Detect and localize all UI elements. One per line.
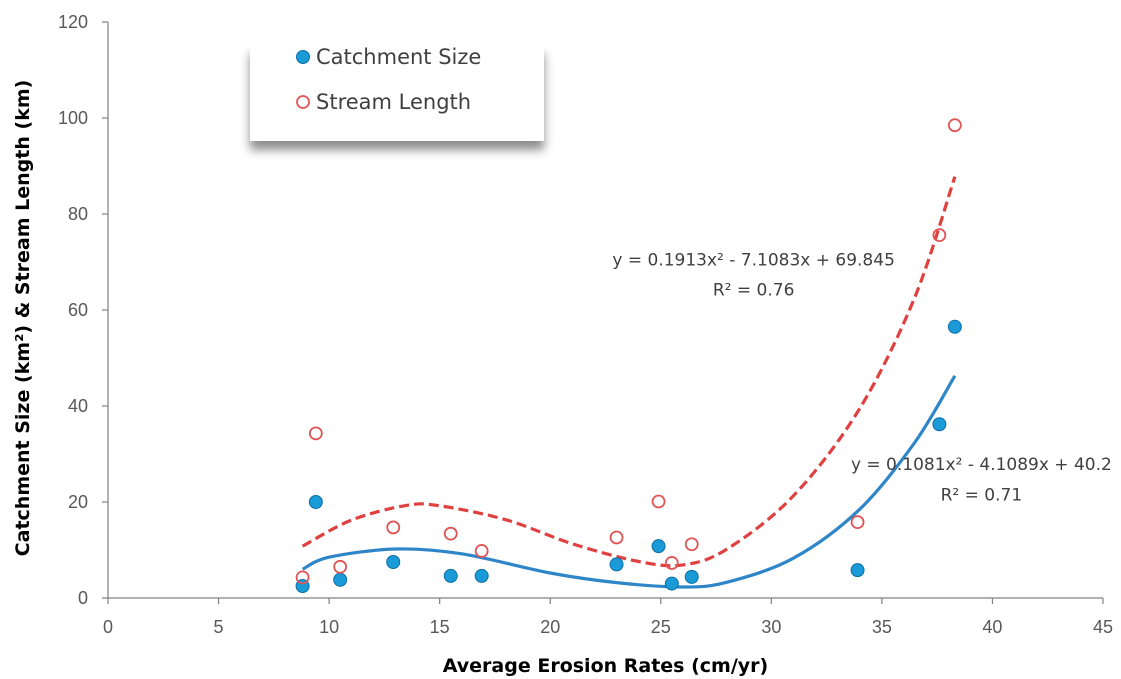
point-catchment-size (386, 555, 401, 569)
point-catchment-size (664, 576, 679, 591)
point-catchment-size (684, 569, 699, 584)
point-stream-length (443, 526, 458, 541)
point-stream-length (932, 228, 947, 243)
point-catchment-size (850, 563, 865, 578)
point-stream-length (664, 556, 679, 570)
x-tick-label: 40 (982, 617, 1002, 637)
y-tick-label: 20 (68, 492, 88, 512)
y-axis-title: Catchment Size (km²) & Stream Length (km… (12, 80, 34, 557)
point-stream-length (386, 520, 401, 535)
point-catchment-size (947, 319, 962, 334)
trendline-equations: y = 0.1913x² - 7.1083x + 69.845 R² = 0.76… (612, 250, 1111, 505)
point-catchment-size (474, 568, 489, 583)
y-tick-label: 60 (68, 300, 88, 320)
point-catchment-size (308, 495, 323, 509)
point-catchment-size (609, 557, 624, 572)
x-tick-label: 0 (103, 617, 113, 637)
trendline-stream-length (301, 176, 957, 568)
legend-marker-stream-length (296, 95, 310, 109)
legend-label-stream-length: Stream Length (316, 90, 471, 114)
x-tick-label: 30 (761, 617, 781, 637)
legend-label-catchment-size: Catchment Size (316, 45, 481, 69)
point-stream-length (651, 494, 666, 509)
point-stream-length (684, 537, 699, 552)
x-tick-label: 35 (872, 617, 892, 637)
point-catchment-size (651, 539, 666, 554)
trendline-r-squared-catchment-size: R² = 0.71 (941, 486, 1023, 506)
x-tick-label: 25 (651, 617, 671, 637)
point-catchment-size (443, 568, 458, 583)
trendline-catchment-size (301, 374, 957, 589)
x-axis-title: Average Erosion Rates (cm/yr) (443, 655, 768, 677)
ticks: 0 5 10 15 20 25 30 35 40 45 0 20 40 60 80 100 120 (58, 12, 1113, 637)
x-tick-label: 10 (319, 617, 339, 637)
point-stream-length (295, 570, 310, 585)
x-tick-label: 5 (214, 617, 224, 637)
y-tick-label: 100 (58, 108, 88, 128)
trendline-r-squared-stream-length: R² = 0.76 (713, 281, 795, 301)
trendline-equation-stream-length: y = 0.1913x² - 7.1083x + 69.845 (612, 250, 895, 270)
y-tick-label: 0 (78, 588, 88, 608)
point-catchment-size (333, 572, 348, 587)
point-stream-length (947, 118, 962, 133)
point-stream-length (308, 426, 323, 441)
point-stream-length (850, 515, 865, 530)
x-tick-label: 15 (430, 617, 450, 637)
legend-marker-catchment-size (296, 50, 310, 64)
point-catchment-size (932, 417, 947, 432)
trendlines (301, 176, 957, 589)
y-tick-label: 40 (68, 396, 88, 416)
data-points (295, 118, 962, 593)
legend: Catchment Size Stream Length (250, 45, 544, 141)
point-stream-length (609, 530, 624, 545)
point-stream-length (333, 559, 348, 574)
x-tick-label: 20 (540, 617, 560, 637)
y-tick-label: 120 (58, 12, 88, 32)
trendline-equation-catchment-size: y = 0.1081x² - 4.1089x + 40.2 (851, 455, 1112, 475)
y-tick-label: 80 (68, 204, 88, 224)
x-tick-label: 45 (1093, 617, 1113, 637)
point-stream-length (474, 544, 489, 558)
